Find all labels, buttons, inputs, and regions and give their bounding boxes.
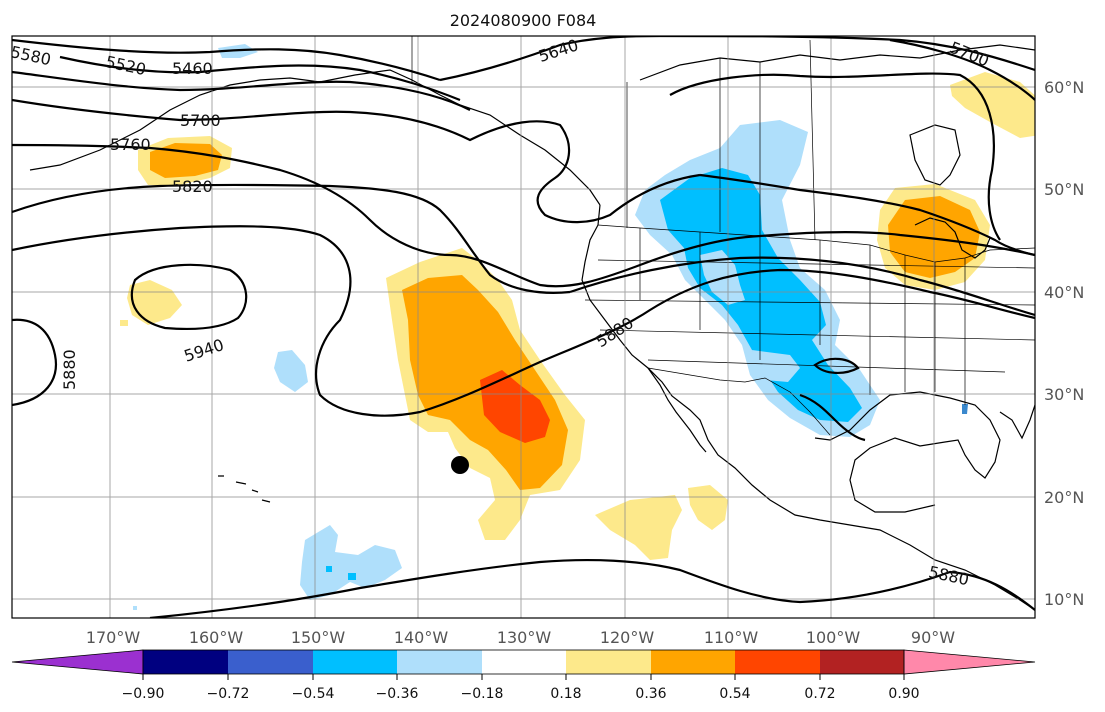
colorbar-ticks <box>142 674 905 680</box>
lon-label: 90°W <box>911 628 955 647</box>
latitude-axis-labels: 60°N 50°N 40°N 30°N 20°N 10°N <box>1044 78 1084 609</box>
colorbar-tick-label: 0.18 <box>550 686 581 702</box>
hawaii <box>218 475 271 503</box>
baja-california <box>647 367 707 453</box>
colorbar-extend-min <box>11 649 144 675</box>
storm-position-marker <box>451 456 469 474</box>
positive-anomaly-mexico-pacific <box>595 485 728 560</box>
lat-label: 40°N <box>1044 283 1084 302</box>
height-contours <box>12 36 1035 618</box>
lon-label: 130°W <box>497 628 552 647</box>
canada-arctic <box>639 44 1035 81</box>
contour-5700 <box>12 98 701 224</box>
contour-label-5820: 5820 <box>172 177 213 196</box>
us-mexico-border <box>647 367 831 436</box>
contour-5700-loop <box>669 72 1001 241</box>
contour-label-5700-w: 5700 <box>180 111 221 130</box>
west-coast-north-america <box>581 204 1035 611</box>
contour-label-5880-west: 5880 <box>60 349 79 390</box>
contour-label-5460: 5460 <box>172 59 213 78</box>
colorbar-bin <box>313 650 397 674</box>
colorbar-bin <box>143 650 228 674</box>
colorbar-bin <box>566 650 651 674</box>
lon-label: 150°W <box>291 628 346 647</box>
hudson-bay <box>909 124 961 186</box>
lon-label: 140°W <box>394 628 449 647</box>
florida <box>999 404 1035 440</box>
map-plot-area: 5580 5520 5460 5640 5700 5700 5760 5820 … <box>12 36 1035 618</box>
longitude-axis-labels: 170°W 160°W 150°W 140°W 130°W 120°W 110°… <box>86 628 955 647</box>
colorbar-bin <box>651 650 735 674</box>
positive-anomaly-hudson <box>950 72 1035 138</box>
lat-label: 30°N <box>1044 385 1084 404</box>
colorbar-bin <box>820 650 904 674</box>
colorbar-tick-label: −0.54 <box>292 686 335 702</box>
contour-5880-gulf-b <box>799 393 866 442</box>
lon-label: 120°W <box>600 628 655 647</box>
lat-label: 10°N <box>1044 590 1084 609</box>
lat-label: 50°N <box>1044 180 1084 199</box>
state-lines-horizontal <box>584 259 1035 373</box>
colorbar-tick-label: 0.72 <box>804 686 835 702</box>
contour-5880-gulf <box>813 357 860 374</box>
contour-5820-b <box>569 256 1035 317</box>
contour-5880 <box>12 318 58 407</box>
colorbar-tick-labels: −0.90 −0.72 −0.54 −0.36 −0.18 0.18 0.36 … <box>122 686 920 702</box>
lat-label: 20°N <box>1044 488 1084 507</box>
canada-provinces <box>626 39 816 241</box>
plot-frame <box>11 35 1036 619</box>
contour-5700-b <box>699 173 1035 257</box>
contour-5880-south <box>149 558 1035 618</box>
colorbar-tick-label: 0.54 <box>719 686 750 702</box>
colorbar-tick-label: −0.36 <box>376 686 419 702</box>
colorbar-extend-max <box>903 649 1036 675</box>
colorbar-bin <box>482 650 566 674</box>
contour-5640 <box>439 36 661 82</box>
alaska-coast <box>29 69 601 206</box>
contour-5700-hudson <box>889 38 1035 101</box>
contour-5820 <box>12 183 571 294</box>
colorbar-bin <box>228 650 313 674</box>
colorbar-frame <box>142 649 905 675</box>
colorbar-bin <box>735 650 820 674</box>
lon-label: 160°W <box>189 628 244 647</box>
contour-label-5760: 5760 <box>110 135 151 154</box>
colorbar-tick-label: 0.90 <box>888 686 919 702</box>
colorbar-tick-label: −0.90 <box>122 686 165 702</box>
contour-5460 <box>12 38 441 82</box>
lat-label: 60°N <box>1044 78 1084 97</box>
contour-5520 <box>59 55 461 102</box>
colorbar-tick-label: 0.36 <box>635 686 666 702</box>
lon-label: 100°W <box>806 628 861 647</box>
contour-5940 <box>130 263 248 331</box>
colorbar-tick-label: −0.72 <box>207 686 250 702</box>
gulf-of-mexico-coast <box>814 391 1001 513</box>
plot-background <box>12 36 1035 618</box>
negative-anomaly-south-pacific <box>300 525 402 600</box>
coastlines <box>29 44 1035 611</box>
lon-label: 110°W <box>704 628 759 647</box>
contour-5760 <box>12 143 1035 288</box>
positive-anomaly-small-pacific <box>120 280 182 326</box>
colorbar-bin <box>397 650 482 674</box>
lon-label: 170°W <box>86 628 141 647</box>
contour-5880-center <box>12 225 1035 417</box>
colorbar: −0.90 −0.72 −0.54 −0.36 −0.18 0.18 0.36 … <box>11 649 1036 702</box>
colorbar-tick-label: −0.18 <box>461 686 504 702</box>
map-title: 2024080900 F084 <box>450 11 597 30</box>
contour-5580 <box>12 70 471 111</box>
